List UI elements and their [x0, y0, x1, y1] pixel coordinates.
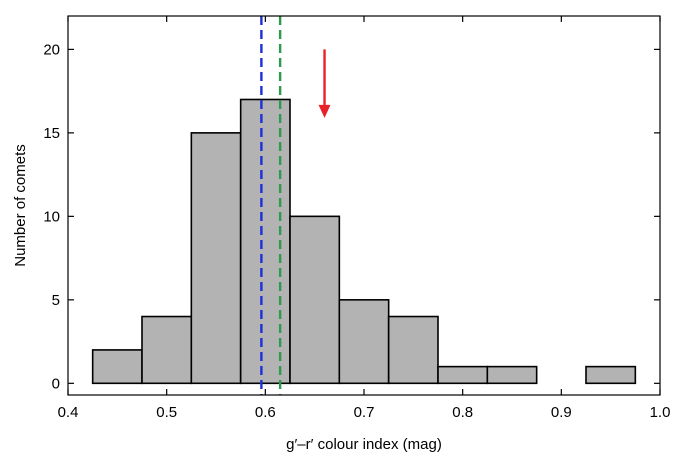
x-tick-label: 0.5 — [156, 404, 177, 421]
y-tick-label: 5 — [52, 292, 60, 309]
x-tick-label: 0.8 — [452, 404, 473, 421]
histogram-bar — [289, 215, 341, 385]
histogram-bar — [338, 299, 390, 385]
y-tick-label: 20 — [43, 41, 60, 58]
histogram-bar — [486, 365, 538, 385]
y-tick-label: 0 — [52, 375, 60, 392]
x-tick-label: 0.6 — [255, 404, 276, 421]
histogram-bar — [239, 98, 291, 385]
bars-group — [91, 98, 637, 385]
reference-lines-group — [260, 16, 282, 395]
x-tick-label: 0.9 — [551, 404, 572, 421]
arrow-head — [318, 104, 331, 118]
y-tick-label: 10 — [43, 208, 60, 225]
histogram-bar — [387, 315, 439, 385]
histogram-bar — [190, 132, 242, 385]
x-tick-label: 0.4 — [58, 404, 79, 421]
histogram-bar — [585, 365, 637, 385]
x-tick-label: 1.0 — [650, 404, 671, 421]
y-tick-label: 15 — [43, 125, 60, 142]
histogram-bar — [437, 365, 489, 385]
x-axis-label: g′–r′ colour index (mag) — [286, 436, 442, 453]
histogram-bar — [91, 349, 143, 385]
ticks-group: 0.4 0.5 0.6 0.7 0.8 0.9 1.0 0 5 10 15 20 — [43, 16, 670, 421]
arrow-group — [318, 49, 331, 118]
x-tick-label: 0.7 — [354, 404, 375, 421]
histogram-bar — [141, 315, 193, 385]
y-axis-label: Number of comets — [12, 144, 29, 267]
